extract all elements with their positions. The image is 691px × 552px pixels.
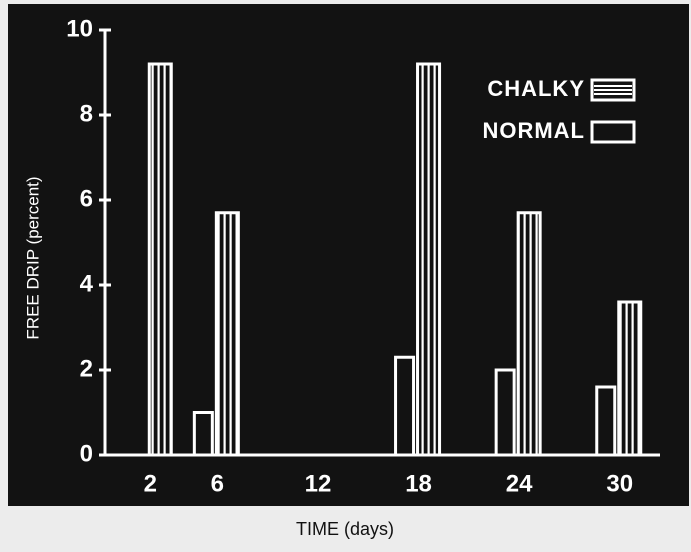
x-tick-label: 6 xyxy=(211,470,224,497)
y-tick-label: 8 xyxy=(80,100,93,127)
bar-normal xyxy=(494,368,516,457)
x-tick-label: 24 xyxy=(506,470,533,497)
y-tick-label: 10 xyxy=(66,15,93,42)
bar-chalky xyxy=(416,62,442,457)
y-tick-label: 0 xyxy=(80,440,93,467)
y-tick-label: 4 xyxy=(80,270,94,297)
y-axis-label: FREE DRIP (percent) xyxy=(23,176,42,339)
x-tick-label: 18 xyxy=(405,470,432,497)
x-axis-label: TIME (days) xyxy=(296,519,394,539)
x-tick-label: 30 xyxy=(606,470,633,497)
x-tick-label: 2 xyxy=(144,470,157,497)
bar-normal xyxy=(192,411,214,457)
bar-chalky xyxy=(147,62,173,457)
plot-panel xyxy=(8,4,689,506)
bar-chalky xyxy=(617,300,643,457)
legend-label: NORMAL xyxy=(482,118,585,143)
y-tick-label: 2 xyxy=(80,355,93,382)
y-tick-label: 6 xyxy=(80,185,93,212)
bar-chalky xyxy=(214,211,240,457)
bar-normal xyxy=(595,385,617,457)
bar-chalky xyxy=(516,211,542,457)
bar-normal xyxy=(394,355,416,457)
x-tick-label: 12 xyxy=(305,470,332,497)
legend-label: CHALKY xyxy=(487,76,585,101)
legend-swatch xyxy=(590,120,636,144)
